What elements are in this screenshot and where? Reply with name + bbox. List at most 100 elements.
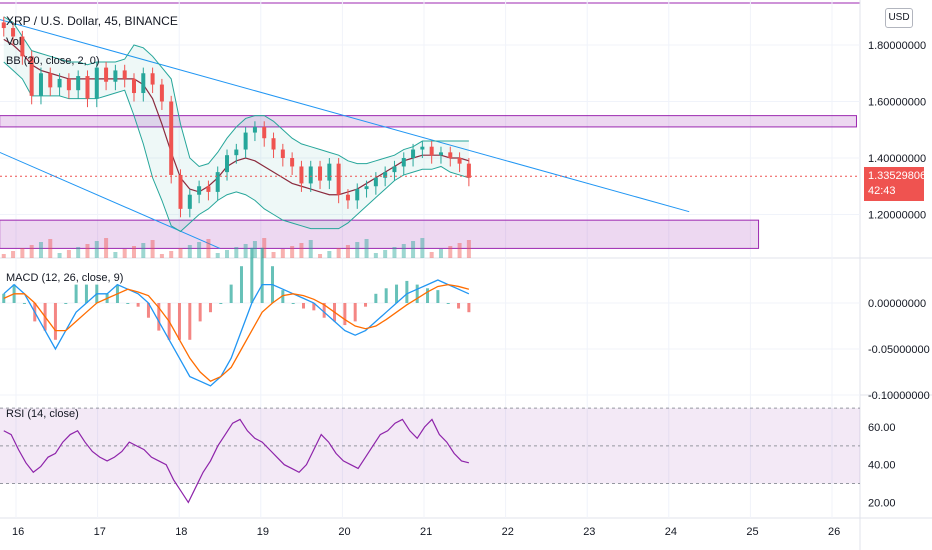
candle-body <box>20 36 25 57</box>
macd-histogram-bar <box>188 303 192 340</box>
macd-histogram-bar <box>436 290 440 303</box>
macd-histogram-bar <box>157 303 161 331</box>
macd-histogram-bar <box>353 303 357 322</box>
candle-body <box>308 166 313 184</box>
candle-body <box>159 84 164 102</box>
macd-histogram-bar <box>457 303 461 309</box>
candle-body <box>420 146 425 150</box>
rsi-axis-label: 20.00 <box>868 497 896 509</box>
volume-bar <box>373 253 378 258</box>
candle-body <box>150 73 155 85</box>
candle-body <box>262 126 267 139</box>
candle-body <box>206 186 211 192</box>
volume-bar <box>252 241 257 258</box>
macd-histogram-bar <box>53 303 57 340</box>
rsi-label: RSI (14, close) <box>6 408 79 420</box>
macd-histogram-bar <box>250 247 254 303</box>
volume-bar <box>234 247 239 258</box>
macd-histogram-bar <box>146 303 150 318</box>
candle-body <box>290 158 295 167</box>
candle-body <box>438 152 443 156</box>
volume-bar <box>429 252 434 258</box>
volume-bar <box>169 251 174 258</box>
volume-bar <box>66 250 71 258</box>
volume-bar <box>215 253 220 258</box>
volume-bar <box>448 246 453 258</box>
volume-bar <box>345 245 350 258</box>
candle-body <box>11 28 16 37</box>
currency-button[interactable]: USD <box>885 8 913 28</box>
trendline <box>0 19 690 213</box>
price-axis-label: 1.60000000 <box>868 97 926 109</box>
volume-bar <box>206 239 211 258</box>
volume-bar <box>401 244 406 258</box>
macd-signal-line <box>3 283 470 382</box>
volume-bar <box>336 248 341 258</box>
candle-body <box>187 194 192 209</box>
candle-body <box>38 73 43 96</box>
macd-histogram-bar <box>384 288 388 303</box>
candle-body <box>169 101 174 175</box>
candle-body <box>48 73 53 88</box>
macd-axis-label: -0.05000000 <box>868 344 930 356</box>
macd-histogram-bar <box>374 293 378 303</box>
price-axis-label: 1.80000000 <box>868 40 926 52</box>
volume-bar <box>243 244 248 258</box>
candle-body <box>457 158 462 164</box>
macd-histogram-bar <box>177 303 181 340</box>
candle-body <box>411 149 416 158</box>
volume-bar <box>262 238 267 258</box>
volume-bar <box>131 246 136 258</box>
macd-axis-label: 0.00000000 <box>868 298 926 310</box>
volume-bar <box>20 248 25 258</box>
candle-body <box>318 166 323 181</box>
candle-body <box>336 163 341 195</box>
macd-histogram-bar <box>302 303 306 309</box>
time-axis-label: 23 <box>583 526 595 538</box>
candle-body <box>131 78 136 94</box>
time-axis-label: 25 <box>746 526 758 538</box>
macd-label: MACD (12, 26, close, 9) <box>6 272 124 284</box>
candle-body <box>401 158 406 167</box>
candle-body <box>364 186 369 190</box>
candle-body <box>234 149 239 156</box>
volume-bar <box>271 252 276 258</box>
volume-bar <box>178 248 183 258</box>
macd-histogram-bar <box>395 284 399 303</box>
macd-histogram-bar <box>64 303 68 304</box>
candle-body <box>280 149 285 158</box>
candle-body <box>113 70 118 82</box>
time-axis-label: 22 <box>502 526 514 538</box>
candle-body <box>243 132 248 150</box>
candle-body <box>429 146 434 156</box>
volume-bar <box>29 245 34 258</box>
volume-bar <box>383 250 388 258</box>
volume-bar <box>280 249 285 258</box>
time-axis-label: 18 <box>175 526 187 538</box>
candle-body <box>271 138 276 150</box>
symbol-title: XRP / U.S. Dollar, 45, BINANCE <box>6 14 178 28</box>
candle-body <box>345 194 350 201</box>
macd-histogram-bar <box>405 280 409 303</box>
macd-line <box>3 279 470 387</box>
volume-bar <box>85 244 90 258</box>
time-axis-label: 19 <box>257 526 269 538</box>
volume-bar <box>411 241 416 258</box>
candle-body <box>252 126 257 133</box>
volume-bar <box>38 242 43 258</box>
rsi-axis-label: 60.00 <box>868 422 896 434</box>
support-resistance-zone <box>0 219 760 249</box>
candle-body <box>66 78 71 91</box>
macd-histogram-bar <box>260 247 264 303</box>
macd-histogram-bar <box>281 290 285 303</box>
rsi-line <box>3 418 470 504</box>
bollinger-upper <box>3 16 469 168</box>
macd-axis-label: -0.10000000 <box>868 390 930 402</box>
candle-body <box>122 70 127 79</box>
volume-bar <box>94 241 99 258</box>
volume-bar <box>113 252 118 258</box>
volume-label: Vol <box>6 36 22 48</box>
candle-body <box>355 189 360 201</box>
candle-body <box>76 76 81 91</box>
